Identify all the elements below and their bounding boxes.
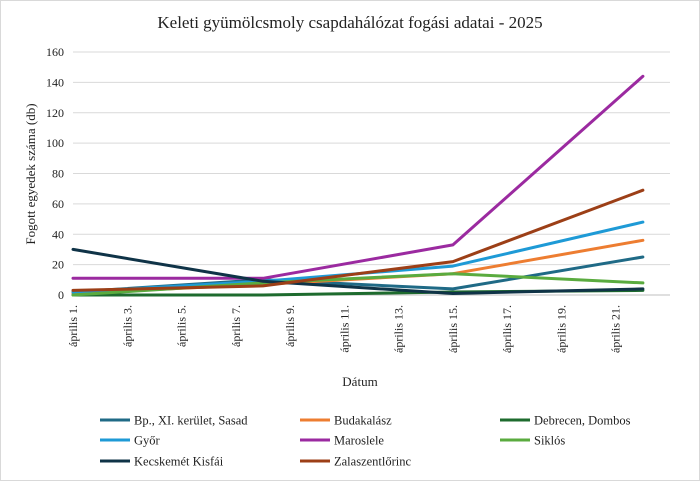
legend-item: Kecskemét Kisfái bbox=[100, 455, 224, 469]
legend-item: Győr bbox=[100, 434, 161, 448]
series-line bbox=[71, 220, 645, 294]
x-tick-label: április 13. bbox=[392, 305, 406, 353]
legend-item: Maroslele bbox=[300, 434, 384, 448]
x-tick-label: április 5. bbox=[175, 305, 189, 347]
x-tick-label: április 19. bbox=[554, 305, 568, 353]
y-tick-label: 140 bbox=[46, 75, 64, 89]
legend-label: Győr bbox=[134, 434, 161, 448]
x-axis-label: Dátum bbox=[342, 374, 377, 389]
legend-label: Bp., XI. kerület, Sasad bbox=[134, 414, 248, 428]
y-tick-label: 20 bbox=[52, 258, 64, 272]
series-line bbox=[71, 74, 645, 280]
series-line bbox=[71, 188, 645, 292]
legend-item: Bp., XI. kerület, Sasad bbox=[100, 414, 248, 428]
x-tick-label: április 11. bbox=[337, 305, 351, 353]
x-axis-ticks: április 1. április 3. április 5. április 7.… bbox=[66, 305, 623, 353]
legend-label: Kecskemét Kisfái bbox=[134, 455, 224, 469]
y-tick-label: 60 bbox=[52, 197, 64, 211]
y-tick-label: 80 bbox=[52, 167, 64, 181]
x-tick-label: április 3. bbox=[120, 305, 134, 347]
y-tick-label: 120 bbox=[46, 106, 64, 120]
gridlines bbox=[73, 51, 670, 266]
x-tick-label: április 9. bbox=[283, 305, 297, 347]
y-tick-label: 100 bbox=[46, 136, 64, 150]
legend-item: Budakalász bbox=[300, 414, 392, 428]
legend-label: Budakalász bbox=[334, 414, 392, 428]
legend-label: Zalaszentlőrinc bbox=[334, 455, 411, 469]
legend-label: Maroslele bbox=[334, 434, 384, 448]
series-lines bbox=[71, 74, 645, 297]
chart-title: Keleti gyümölcsmoly csapdahálózat fogási… bbox=[157, 13, 542, 32]
x-tick-label: április 17. bbox=[500, 305, 514, 353]
legend-item: Debrecen, Dombos bbox=[500, 414, 631, 428]
series-line bbox=[71, 247, 645, 295]
legend-item: Siklós bbox=[500, 434, 565, 448]
y-tick-label: 0 bbox=[58, 288, 64, 302]
x-tick-label: április 7. bbox=[229, 305, 243, 347]
x-tick-label: április 15. bbox=[446, 305, 460, 353]
legend-label: Debrecen, Dombos bbox=[534, 414, 631, 428]
x-tick-label: április 1. bbox=[66, 305, 80, 347]
legend: Bp., XI. kerület, Sasad Budakalász Debrece… bbox=[100, 414, 631, 469]
x-tick-label: április 21. bbox=[609, 305, 623, 353]
y-tick-label: 160 bbox=[46, 45, 64, 59]
legend-label: Siklós bbox=[534, 434, 565, 448]
legend-item: Zalaszentlőrinc bbox=[300, 455, 411, 469]
y-axis-label: Fogott egyedek száma (db) bbox=[23, 103, 38, 244]
y-axis-ticks: 0 20 40 60 80 100 120 140 160 bbox=[46, 45, 64, 302]
y-tick-label: 40 bbox=[52, 227, 64, 241]
